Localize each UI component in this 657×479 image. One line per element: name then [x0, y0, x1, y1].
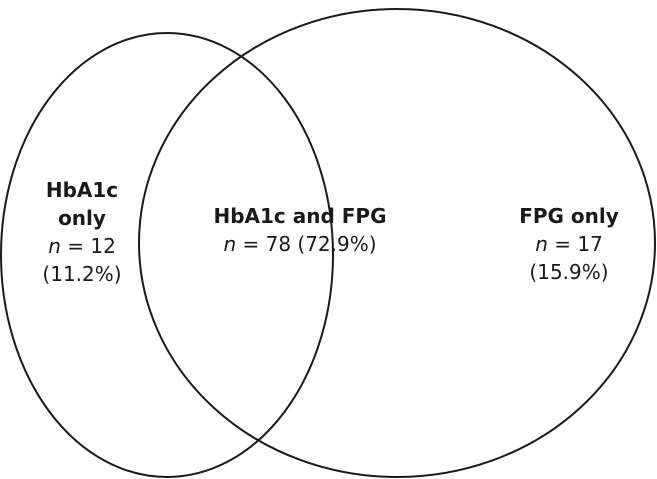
hba1c-only-count: n = 12: [22, 232, 142, 260]
intersection-label: HbA1c and FPG n = 78 (72.9%): [180, 202, 420, 258]
fpg-only-percent: (15.9%): [529, 260, 609, 284]
hba1c-only-n-value: = 12: [60, 234, 116, 258]
hba1c-circle: [0, 32, 334, 478]
intersection-count: n = 78 (72.9%): [180, 230, 420, 258]
fpg-circle: [138, 8, 656, 478]
hba1c-only-n-symbol: n: [48, 234, 61, 258]
intersection-n-symbol: n: [223, 232, 237, 256]
fpg-only-count: n = 17: [500, 230, 638, 258]
fpg-only-label: FPG only n = 17 (15.9%): [500, 202, 638, 286]
fpg-only-n-symbol: n: [535, 232, 548, 256]
intersection-title: HbA1c and FPG: [213, 204, 387, 228]
fpg-only-title: FPG only: [519, 204, 619, 228]
hba1c-only-title-line1: HbA1c: [45, 178, 119, 202]
hba1c-only-percent: (11.2%): [42, 262, 122, 286]
hba1c-only-label: HbA1c only n = 12 (11.2%): [22, 176, 142, 288]
hba1c-only-title-line2: only: [58, 206, 106, 230]
intersection-n-value: = 78 (72.9%): [236, 232, 377, 256]
fpg-only-n-value: = 17: [547, 232, 603, 256]
